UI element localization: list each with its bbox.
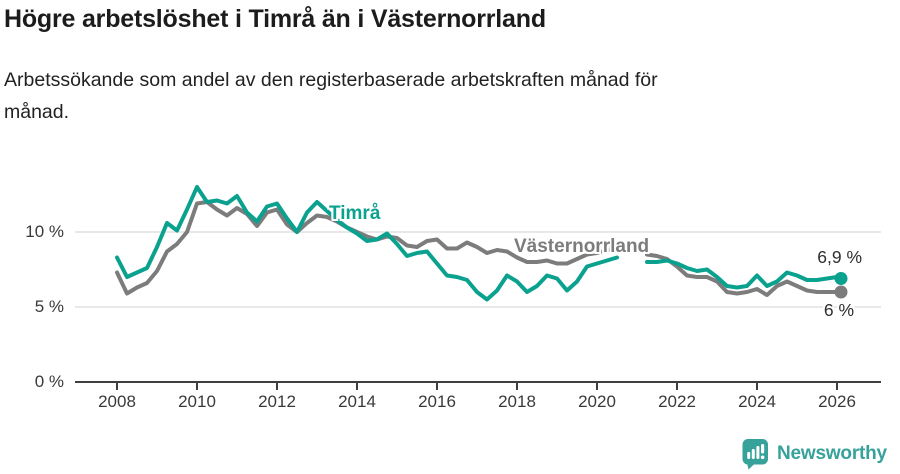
line-vsternorrland bbox=[115, 200, 843, 297]
page-title: Högre arbetslöshet i Timrå än i Västerno… bbox=[4, 5, 546, 33]
series-label-timra: Timrå bbox=[329, 203, 381, 224]
series-label-vasternorrland: Västernorrland bbox=[514, 236, 650, 257]
line-timr bbox=[115, 185, 843, 302]
x-axis-tick-label: 2018 bbox=[498, 392, 536, 411]
x-axis-tick-label: 2010 bbox=[178, 392, 216, 411]
newsworthy-logo: Newsworthy bbox=[742, 438, 887, 470]
y-axis-tick-label: 0 % bbox=[34, 372, 64, 391]
x-axis-tick-label: 2008 bbox=[98, 392, 136, 411]
x-axis-tick-label: 2020 bbox=[578, 392, 616, 411]
x-axis-tick-label: 2012 bbox=[258, 392, 296, 411]
x-axis-tick-label: 2026 bbox=[818, 392, 856, 411]
end-dot-vsternorrland bbox=[834, 285, 848, 299]
x-axis-tick-label: 2016 bbox=[418, 392, 456, 411]
y-axis-tick-label: 5 % bbox=[34, 297, 64, 316]
page-subtitle: Arbetssökande som andel av den registerb… bbox=[4, 69, 658, 124]
y-axis-tick-label: 10 % bbox=[25, 222, 64, 241]
x-axis-tick-label: 2024 bbox=[738, 392, 776, 411]
newsworthy-bubble-bar-chart-icon bbox=[742, 439, 768, 470]
x-axis-tick-label: 2014 bbox=[338, 392, 376, 411]
newsworthy-logo-text: Newsworthy bbox=[777, 443, 887, 464]
end-dot-timr bbox=[834, 272, 848, 285]
x-axis-tick-label: 2022 bbox=[658, 392, 696, 411]
end-value-label-timra: 6,9 % bbox=[817, 247, 862, 267]
end-value-label-vasternorrland: 6 % bbox=[823, 300, 854, 320]
